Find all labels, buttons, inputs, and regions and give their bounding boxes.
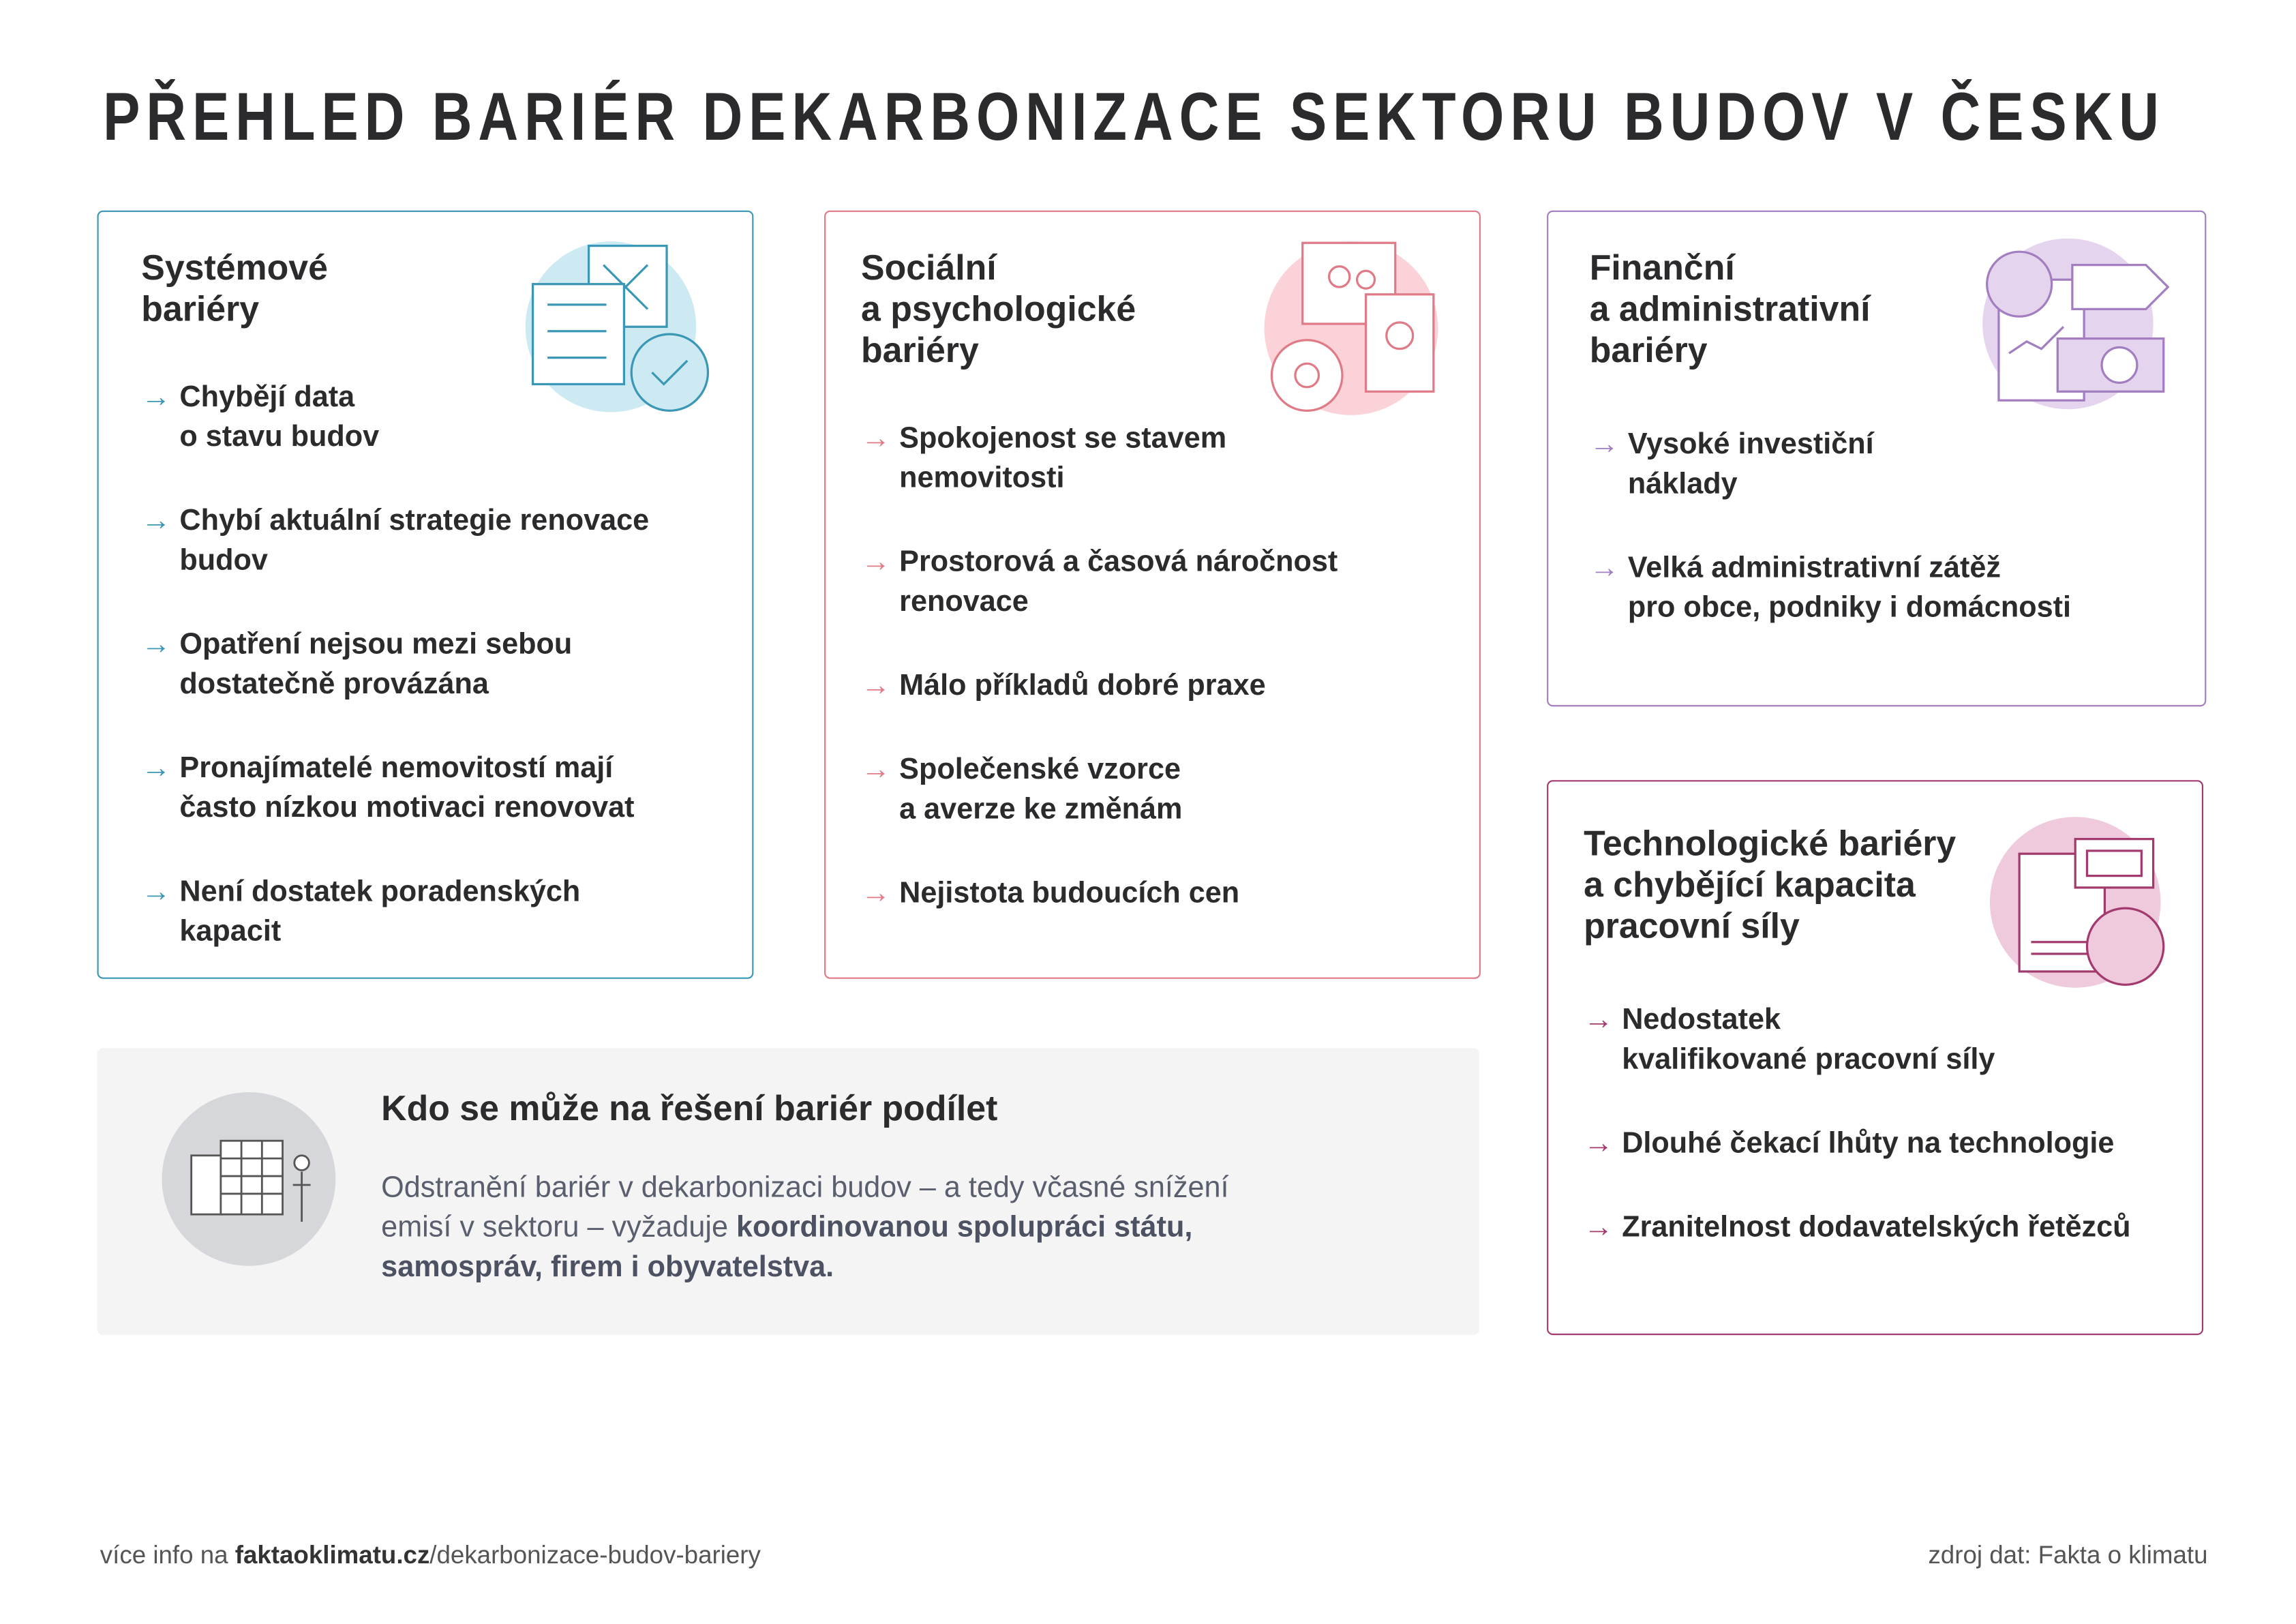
card-item: → Vysoké investiční náklady bbox=[1590, 425, 2071, 505]
arrow: → bbox=[861, 753, 891, 786]
card-items: → Vysoké investiční náklady → Velká administ… bbox=[1590, 425, 2071, 629]
card-title: Systémové bariéry bbox=[141, 249, 328, 331]
footer-link: více info na faktaoklimatu.cz/dekarboniz… bbox=[100, 1541, 761, 1570]
text-line: náklady bbox=[1627, 468, 1738, 501]
arrow: → bbox=[1589, 428, 1619, 461]
text-line: Pronajímatelé nemovitostí mají bbox=[179, 752, 614, 785]
text-line: a psychologické bbox=[861, 290, 1136, 330]
icon-building bbox=[162, 1092, 336, 1266]
card-border bbox=[1547, 780, 2204, 1336]
text-line: Zranitelnost dodavatelských řetězců bbox=[1622, 1211, 2131, 1244]
text-line: bariéry bbox=[861, 331, 979, 372]
text-line: Sociální bbox=[861, 248, 997, 289]
info-bold: koordinovanou spolupráci státu, bbox=[736, 1211, 1193, 1244]
card-item: → Není dostatek poradenských kapacit bbox=[141, 873, 649, 952]
card-item: → Chybějí data o stavu budov bbox=[141, 378, 649, 458]
arrow: → bbox=[141, 628, 171, 661]
card-item: → Dlouhé čekací lhůty na technologie bbox=[1584, 1124, 2130, 1164]
text-line: Opatření nejsou mezi sebou bbox=[179, 628, 573, 661]
card-border bbox=[824, 210, 1481, 979]
icon-finance bbox=[1982, 238, 2170, 410]
info-title: Kdo se může na řešení bariér podílet bbox=[381, 1089, 998, 1129]
card-items: → Nedostatek kvalifikované pracovní síly → D… bbox=[1584, 1001, 2130, 1248]
page-title: PŘEHLED BARIÉR DEKARBONIZACE SEKTORU BUD… bbox=[103, 78, 2165, 155]
card-border bbox=[97, 210, 754, 979]
text-line: Společenské vzorce bbox=[899, 753, 1181, 786]
text-line: bariéry bbox=[1589, 331, 1708, 372]
text-line: kvalifikované pracovní síly bbox=[1622, 1043, 1995, 1077]
text-line: pro obce, podniky i domácnosti bbox=[1627, 591, 2072, 625]
text-line: nemovitosti bbox=[899, 462, 1065, 495]
text-line: Nedostatek bbox=[1622, 1004, 1781, 1036]
card-item: → Chybí aktuální strategie renovace budov bbox=[141, 502, 649, 582]
text-line: Chybí aktuální strategie renovace bbox=[179, 505, 650, 538]
footer-path: /dekarbonizace-budov-bariery bbox=[429, 1541, 761, 1569]
text-line: Nejistota budoucích cen bbox=[899, 877, 1240, 910]
arrow: → bbox=[861, 670, 891, 702]
card-item: → Společenské vzorce a averze ke změnám bbox=[861, 751, 1338, 830]
icon-social bbox=[1264, 241, 1438, 415]
info-line: Odstranění bariér v dekarbonizaci budov … bbox=[381, 1171, 1229, 1205]
card-title: Technologické bariéry a chybějící kapacit… bbox=[1584, 824, 1956, 948]
text-line: Málo příkladů dobré praxe bbox=[899, 670, 1266, 702]
arrow: → bbox=[141, 752, 171, 785]
text-line: renovace bbox=[899, 586, 1029, 618]
text-line: o stavu budov bbox=[179, 421, 380, 453]
text-line: Vysoké investiční bbox=[1627, 428, 1874, 461]
text-line: Technologické bariéry bbox=[1584, 824, 1957, 864]
footer-source: zdroj dat: Fakta o klimatu bbox=[1928, 1541, 2208, 1569]
card-title: Finanční a administrativní bariéry bbox=[1590, 249, 1871, 372]
arrow: → bbox=[141, 505, 171, 538]
card-item: → Spokojenost se stavem nemovitosti bbox=[861, 419, 1338, 499]
arrow: → bbox=[1584, 1004, 1614, 1036]
card-items: → Spokojenost se stavem nemovitosti → Prosto… bbox=[861, 419, 1338, 914]
text-line: Prostorová a časová náročnost bbox=[899, 545, 1338, 579]
arrow: → bbox=[1584, 1211, 1614, 1244]
card-border bbox=[1547, 210, 2207, 707]
info-bold: samospráv, firem i obyvatelstva. bbox=[381, 1251, 834, 1284]
info-text: Odstranění bariér v dekarbonizaci budov … bbox=[381, 1169, 1228, 1288]
info-line: emisí v sektoru – vyžaduje bbox=[381, 1211, 736, 1244]
footer-prefix: více info na bbox=[100, 1541, 235, 1569]
card-item: → Pronajímatelé nemovitostí mají často níz… bbox=[141, 749, 649, 829]
card-item: → Zranitelnost dodavatelských řetězců bbox=[1584, 1209, 2130, 1248]
card-items: → Chybějí data o stavu budov → Chybí aktuáln… bbox=[141, 378, 649, 952]
arrow: → bbox=[1589, 552, 1619, 585]
text-line: a chybějící kapacita bbox=[1584, 865, 1916, 905]
card-item: → Prostorová a časová náročnost renovace bbox=[861, 543, 1338, 623]
text-line: Systémové bbox=[141, 248, 328, 289]
text-line: Není dostatek poradenských bbox=[179, 875, 581, 909]
card-item: → Málo příkladů dobré praxe bbox=[861, 667, 1338, 706]
text-line: kapacit bbox=[179, 915, 282, 948]
card-item: → Opatření nejsou mezi sebou dostatečně pr… bbox=[141, 626, 649, 706]
text-line: Dlouhé čekací lhůty na technologie bbox=[1622, 1127, 2115, 1160]
card-item: → Velká administrativní zátěž pro obce, po… bbox=[1590, 549, 2071, 629]
card-title: Sociální a psychologické bariéry bbox=[861, 249, 1136, 372]
arrow: → bbox=[861, 422, 891, 455]
arrow: → bbox=[141, 381, 171, 414]
text-line: dostatečně provázána bbox=[179, 668, 489, 701]
arrow: → bbox=[1584, 1127, 1614, 1160]
icon-system bbox=[525, 241, 710, 412]
text-line: Spokojenost se stavem bbox=[899, 422, 1227, 455]
text-line: pracovní síly bbox=[1584, 906, 1800, 947]
text-line: často nízkou motivaci renovovat bbox=[179, 792, 635, 825]
text-line: Chybějí data bbox=[179, 381, 355, 414]
text-line: a administrativní bbox=[1589, 290, 1871, 330]
arrow: → bbox=[861, 877, 891, 910]
arrow: → bbox=[141, 875, 171, 909]
text-line: budov bbox=[179, 544, 268, 577]
arrow: → bbox=[861, 545, 891, 579]
text-line: Finanční bbox=[1589, 248, 1735, 289]
text-line: bariéry bbox=[141, 290, 260, 330]
card-item: → Nejistota budoucích cen bbox=[861, 874, 1338, 914]
card-item: → Nedostatek kvalifikované pracovní síly bbox=[1584, 1001, 2130, 1081]
text-line: Velká administrativní zátěž bbox=[1627, 552, 2002, 585]
text-line: a averze ke změnám bbox=[899, 793, 1183, 826]
footer-domain: faktaoklimatu.cz bbox=[235, 1541, 430, 1569]
icon-tech bbox=[1989, 817, 2165, 988]
